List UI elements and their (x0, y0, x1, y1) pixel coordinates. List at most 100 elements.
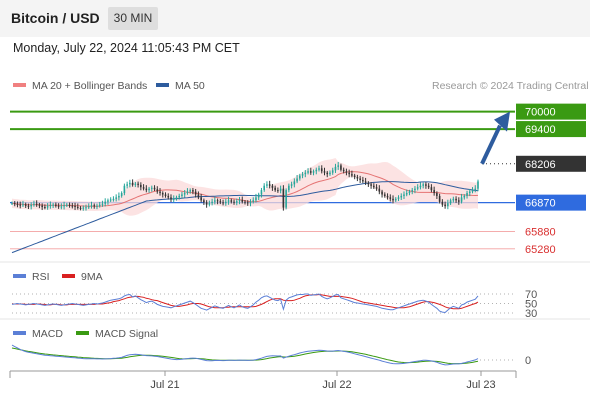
candle-body (348, 172, 350, 175)
rsi-ma-line (12, 293, 479, 310)
symbol-title: Bitcoin / USD (11, 10, 100, 26)
rsi-line (11, 293, 479, 314)
candle-body (285, 190, 287, 208)
legend-ma50-label: MA 50 (175, 80, 205, 92)
legend-macd: MACD (13, 328, 63, 340)
candle-body (468, 191, 471, 194)
candle-body (449, 200, 452, 204)
candle-body (227, 200, 230, 202)
candle-body (126, 184, 128, 186)
candle-body (167, 195, 170, 198)
timeframe-badge[interactable]: 30 MIN (108, 7, 158, 30)
candle-body (342, 169, 345, 172)
macd-line (11, 344, 479, 366)
candle-body (315, 169, 318, 172)
candle-body (52, 204, 54, 206)
level-label-65280: 65280 (525, 244, 556, 256)
candle-body (367, 182, 370, 185)
candle-body (13, 203, 16, 205)
candle-body (438, 195, 441, 202)
level-box-69400 (516, 121, 586, 138)
candle-body (205, 202, 208, 205)
candle-body (252, 200, 255, 202)
legend-macd-swatch (13, 331, 26, 336)
bollinger-band (12, 158, 478, 216)
candle-body (309, 171, 312, 173)
candle-body (312, 171, 315, 173)
candle-body (235, 201, 238, 203)
candle-body (74, 205, 76, 207)
candle-body (389, 197, 392, 199)
candle-body (66, 204, 68, 206)
candle-body (381, 191, 383, 195)
candle-body (477, 181, 479, 189)
candle-body (241, 200, 244, 202)
candle-body (82, 207, 85, 209)
candle-body (11, 203, 13, 205)
forecast-arrow (480, 111, 510, 165)
candle-body (373, 185, 375, 188)
candle-body (161, 193, 164, 195)
candle-body (90, 205, 93, 207)
legend-rsi-ma-swatch (62, 274, 75, 279)
candle-body (192, 190, 194, 192)
candle-body (447, 203, 449, 207)
candle-body (219, 201, 222, 203)
candle-body (60, 206, 63, 208)
candle-body (386, 195, 389, 198)
timestamp: Monday, July 22, 2024 11:05:43 PM CET (13, 41, 240, 55)
candle-body (378, 188, 381, 192)
candle-body (301, 174, 304, 176)
candle-body (304, 172, 307, 175)
candle-body (55, 204, 57, 206)
candle-body (466, 193, 468, 196)
legend-rsi-label: RSI (32, 271, 50, 283)
candle-body (427, 185, 430, 188)
candle-body (419, 185, 422, 188)
candle-body (24, 204, 27, 206)
legend-macd-signal: MACD Signal (76, 328, 158, 340)
level-box-70000 (516, 103, 586, 120)
forecast-arrow-shaft (480, 124, 502, 165)
candle-body (293, 181, 296, 185)
time-tick-label: Jul 21 (150, 379, 179, 391)
candle-body (172, 198, 175, 200)
legend-rsi-ma: 9MA (62, 271, 103, 283)
candle-body (405, 193, 408, 195)
legend-rsi: RSI (13, 271, 50, 283)
legend-ma20-label: MA 20 + Bollinger Bands (32, 80, 148, 92)
candle-body (85, 207, 87, 209)
candle-body (71, 205, 74, 207)
candle-body (288, 185, 290, 191)
candle-body (400, 195, 403, 198)
legend-rsi-swatch (13, 274, 26, 279)
candle-body (362, 179, 364, 182)
candle-body (345, 171, 348, 173)
candle-body (96, 205, 98, 207)
macd-zero-label: 0 (525, 355, 531, 367)
candle-body (104, 201, 107, 204)
candle-body (186, 191, 189, 194)
candle-body (170, 197, 172, 200)
candle-body (277, 190, 279, 192)
candle-body (214, 200, 216, 202)
candle-body (118, 195, 120, 198)
candle-body (107, 200, 109, 202)
candle-body (271, 185, 274, 188)
candle-body (433, 190, 435, 194)
candle-body (22, 204, 24, 206)
forecast-arrow-head (494, 111, 510, 132)
legend-macd-signal-label: MACD Signal (95, 328, 159, 340)
candlesticks (11, 161, 479, 211)
candle-body (455, 198, 457, 201)
candle-body (197, 194, 200, 198)
candle-body (156, 189, 159, 192)
candle-body (63, 205, 65, 207)
candle-body (430, 187, 433, 191)
candle-body (474, 188, 477, 191)
candle-body (41, 205, 43, 207)
candle-body (153, 187, 156, 190)
candle-body (436, 193, 438, 196)
